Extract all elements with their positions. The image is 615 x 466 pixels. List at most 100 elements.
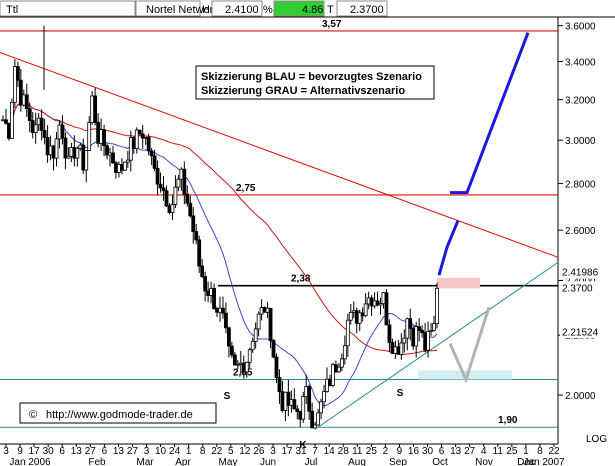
last-value: 2.3700 <box>350 4 384 16</box>
downtrend-line <box>0 51 559 258</box>
x-month-label: Jan 2007 <box>523 457 565 466</box>
candle-body <box>301 396 306 420</box>
x-tick-label: 25 <box>506 446 518 457</box>
candle-body <box>310 410 315 429</box>
candle-body <box>69 147 74 157</box>
candle-body <box>241 362 246 373</box>
candle-body <box>108 152 112 156</box>
x-tick-label: 25 <box>366 446 378 457</box>
price-badge-value: 2.41986 <box>562 268 599 279</box>
candle-body <box>99 129 103 144</box>
candle-body <box>18 79 23 106</box>
candle-body <box>271 339 276 358</box>
candle-body <box>259 307 264 315</box>
candle-body <box>134 129 139 150</box>
x-tick-label: 1 <box>523 446 529 457</box>
candle-body <box>322 391 326 403</box>
candle-body <box>268 307 273 341</box>
x-tick-label: 12 <box>239 446 251 457</box>
x-tick-label: 16 <box>408 446 420 457</box>
candle-body <box>102 129 106 147</box>
candle-body <box>12 66 17 103</box>
candle-body <box>96 122 101 144</box>
price-badge-bg <box>560 325 604 339</box>
x-tick-label: 8 <box>537 446 543 457</box>
candle-body <box>48 145 53 156</box>
candle-body <box>33 124 38 133</box>
candle-body <box>426 331 430 351</box>
x-tick-label: 28 <box>338 446 350 457</box>
candle-body <box>414 326 419 347</box>
x-tick-label: 3 <box>270 446 276 457</box>
resistance-zone <box>437 277 480 289</box>
candle-body <box>253 328 258 342</box>
x-tick-label: 27 <box>127 446 139 457</box>
pct-change-value: 4.86 <box>302 4 323 16</box>
candle-body <box>182 168 187 195</box>
candle-body <box>197 239 202 267</box>
candle-body <box>277 377 282 393</box>
candle-body <box>122 161 127 171</box>
candle-body <box>30 120 35 133</box>
candle-body <box>405 318 410 339</box>
candle-body <box>155 167 160 185</box>
ma-short-line <box>2 102 438 407</box>
symbol-field: Ttl <box>6 4 18 16</box>
x-tick-label: 11 <box>352 446 363 457</box>
x-tick-label: 9 <box>17 446 23 457</box>
x-tick-label: 4 <box>481 446 487 457</box>
candle-body <box>125 159 130 163</box>
y-tick-label: 3.2000 <box>565 96 596 107</box>
copyright-url: http://www.godmode-trader.de <box>46 409 193 421</box>
price-badge-bg <box>560 265 604 279</box>
candle-body <box>351 310 356 313</box>
candle-body <box>209 287 213 296</box>
y-tick-label: 2.8000 <box>565 180 596 191</box>
candle-body <box>256 313 261 330</box>
x-tick-label: 1 <box>186 446 192 457</box>
candle-body <box>262 307 267 313</box>
candle-body <box>334 364 338 373</box>
candle-body <box>179 168 184 180</box>
candle-body <box>170 204 175 213</box>
x-tick-label: 31 <box>296 446 308 457</box>
candle-body <box>218 307 222 313</box>
y-tick-label: 3.4000 <box>565 58 596 69</box>
candle-body <box>313 424 318 429</box>
candle-body <box>4 119 8 124</box>
uptrend-line <box>317 261 559 428</box>
x-month-label: Nov <box>475 457 493 466</box>
price-badges: 2.41986 2.3700 2.21524 <box>560 265 604 339</box>
candle-body <box>143 136 148 139</box>
candle-body <box>342 345 347 360</box>
high-value: 2.4100 <box>225 4 259 16</box>
candle-body <box>84 150 89 171</box>
candle-body <box>75 147 80 159</box>
x-tick-label: 13 <box>450 446 462 457</box>
candle-body <box>45 137 50 156</box>
candle-body <box>328 378 332 386</box>
y-tick-label: 3.6000 <box>565 22 596 33</box>
candle-body <box>63 137 68 159</box>
x-tick-label: 22 <box>211 446 223 457</box>
candle-body <box>54 138 59 159</box>
candle-body <box>194 231 199 241</box>
candle-body <box>316 412 320 426</box>
instrument-name: Nortel Networks <box>146 4 225 16</box>
x-month-label: Oct <box>432 457 448 466</box>
candle-body <box>152 155 157 169</box>
candle-body <box>229 345 234 356</box>
candle-body <box>244 361 249 373</box>
candle-body <box>146 136 151 152</box>
x-month-label: Jul <box>305 457 318 466</box>
candle-body <box>203 276 208 292</box>
candle-body <box>325 378 329 392</box>
candle-body <box>283 391 288 411</box>
candle-body <box>120 164 124 171</box>
level-label: 1,90 <box>498 415 518 426</box>
candle-body <box>128 137 133 161</box>
blue-scenario-path <box>437 220 460 276</box>
high-label: H <box>202 4 210 16</box>
candle-body <box>348 311 353 321</box>
x-tick-label: 7 <box>312 446 318 457</box>
